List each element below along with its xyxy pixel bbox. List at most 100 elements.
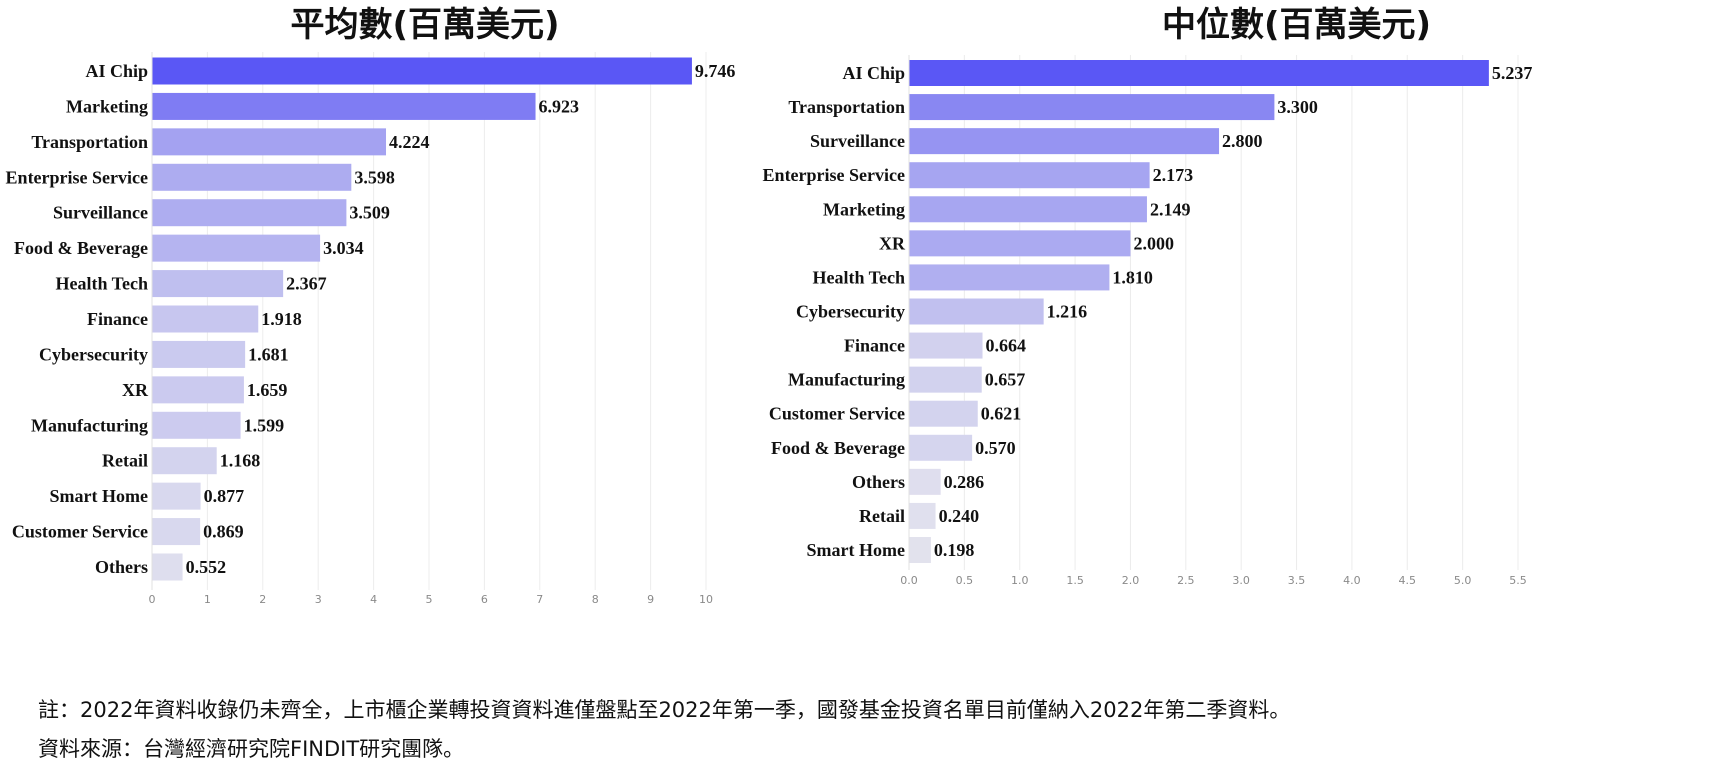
x-tick-label: 5.0 [1454, 574, 1472, 587]
value-label: 3.034 [323, 238, 364, 258]
bar [152, 234, 321, 262]
category-label: Marketing [823, 199, 905, 219]
value-label: 0.552 [186, 557, 227, 577]
category-label: Health Tech [55, 274, 148, 294]
category-label: Surveillance [810, 131, 905, 151]
category-label: Finance [87, 309, 148, 329]
source-note: 資料來源：台灣經濟研究院FINDIT研究團隊。 [38, 737, 465, 761]
category-label: Food & Beverage [771, 438, 905, 458]
value-label: 1.810 [1112, 267, 1153, 287]
x-tick-label: 5.5 [1509, 574, 1527, 587]
x-tick-label: 3.0 [1232, 574, 1250, 587]
median-bar-chart: 0.0 0.5 1.0 1.5 2.0 2.5 3.0 3.5 4.0 4.5 5.0 5.5 AI C… [763, 55, 1533, 587]
value-label: 2.149 [1150, 199, 1191, 219]
value-label: 0.198 [934, 540, 975, 560]
bar [152, 270, 284, 298]
value-label: 2.800 [1222, 131, 1263, 151]
x-tick-label: 6 [481, 593, 488, 606]
value-label: 4.224 [389, 132, 430, 152]
bar [909, 468, 941, 495]
bar [152, 518, 201, 546]
category-label: Customer Service [769, 404, 905, 424]
value-label: 1.168 [220, 451, 261, 471]
value-label: 3.509 [349, 203, 390, 223]
median-chart-panel: 中位數(百萬美元) 0.0 0.5 1.0 1.5 2.0 2.5 3.0 3.5 4.0 4.5… [763, 0, 1733, 690]
category-label: XR [879, 233, 906, 253]
bar [909, 162, 1150, 189]
category-label: Retail [102, 451, 148, 471]
value-label: 2.000 [1133, 233, 1174, 253]
x-tick-label: 10 [699, 593, 713, 606]
category-label: Enterprise Service [6, 167, 148, 187]
x-tick-label: 1.0 [1011, 574, 1029, 587]
value-label: 1.599 [244, 415, 285, 435]
x-tick-label: 2 [259, 593, 266, 606]
category-label: Smart Home [50, 486, 148, 506]
x-tick-label: 0.5 [956, 574, 974, 587]
x-tick-label: 1 [204, 593, 211, 606]
value-label: 6.923 [539, 96, 580, 116]
bar [909, 434, 973, 461]
value-label: 0.657 [985, 370, 1026, 390]
bar [152, 447, 217, 475]
category-label: Retail [859, 506, 905, 526]
category-label: Others [852, 472, 905, 492]
category-label: Cybersecurity [796, 302, 905, 322]
x-tick-label: 2.0 [1122, 574, 1140, 587]
x-tick-label: 3.5 [1288, 574, 1306, 587]
bar [909, 537, 931, 563]
x-tick-label: 9 [647, 593, 654, 606]
value-label: 0.664 [986, 336, 1027, 356]
bar [909, 366, 982, 393]
category-label: Manufacturing [788, 370, 905, 390]
value-label: 5.237 [1492, 63, 1533, 83]
bar [152, 340, 246, 368]
x-tick-label: 1.5 [1066, 574, 1084, 587]
bar [909, 264, 1110, 291]
category-label: XR [122, 380, 149, 400]
value-label: 0.877 [204, 486, 245, 506]
bar [152, 411, 241, 439]
bar [909, 502, 936, 529]
bar [152, 92, 536, 120]
x-tick-label: 4.5 [1399, 574, 1417, 587]
category-label: Manufacturing [31, 415, 148, 435]
value-label: 1.216 [1047, 302, 1088, 322]
bar [909, 230, 1131, 257]
x-tick-label: 0.0 [900, 574, 918, 587]
bar [152, 128, 387, 156]
category-label: AI Chip [842, 63, 905, 83]
x-tick-label: 0 [149, 593, 156, 606]
value-label: 0.621 [981, 404, 1021, 424]
value-label: 0.286 [944, 472, 985, 492]
category-label: Cybersecurity [39, 344, 148, 364]
bar [909, 94, 1275, 121]
category-label: Marketing [66, 96, 148, 116]
category-label: Transportation [31, 132, 148, 152]
bar [909, 332, 983, 359]
mean-chart-title: 平均數(百萬美元) [290, 5, 560, 45]
x-tick-label: 5 [426, 593, 433, 606]
x-tick-label: 8 [592, 593, 599, 606]
category-label: Surveillance [53, 203, 148, 223]
bar [909, 298, 1044, 325]
bar [152, 553, 183, 581]
mean-bar-chart: 0 1 2 3 4 5 6 7 8 9 10 AI Chip 9.746 Marketing 6.923 Tr… [6, 52, 735, 606]
value-label: 3.598 [354, 167, 395, 187]
value-label: 0.869 [203, 522, 244, 542]
x-tick-label: 3 [315, 593, 322, 606]
mean-chart-panel: 平均數(百萬美元) 0 1 2 3 4 5 6 7 8 9 10 AI Chip 9.746 Market… [0, 0, 850, 690]
category-label: Finance [844, 336, 905, 356]
x-tick-label: 4 [370, 593, 377, 606]
category-label: Customer Service [12, 522, 148, 542]
category-label: Health Tech [812, 267, 905, 287]
bar [152, 199, 347, 227]
x-tick-label: 7 [536, 593, 543, 606]
x-tick-label: 4.0 [1343, 574, 1361, 587]
value-label: 1.659 [247, 380, 288, 400]
bar [152, 482, 201, 510]
value-label: 0.570 [975, 438, 1016, 458]
category-label: Others [95, 557, 148, 577]
category-label: Transportation [788, 97, 905, 117]
value-label: 2.367 [286, 274, 327, 294]
